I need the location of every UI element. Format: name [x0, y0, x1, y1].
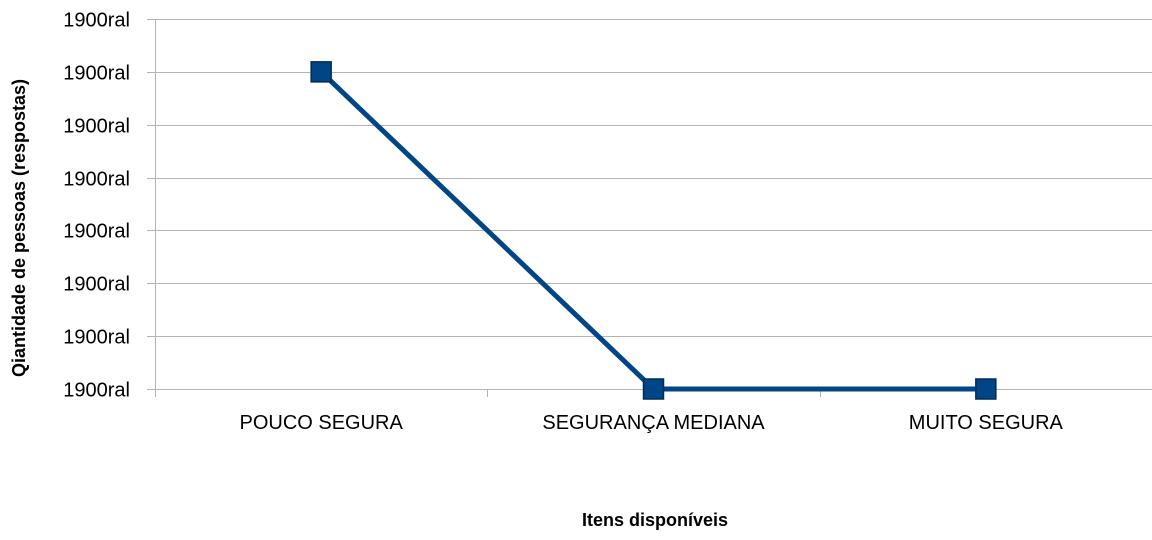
y-tick-label: 1900ral [63, 380, 130, 402]
x-tick-labels: POUCO SEGURA SEGURANÇA MEDIANA MUITO SEGUR… [239, 412, 1063, 434]
series-group [310, 61, 997, 400]
x-tick-label: SEGURANÇA MEDIANA [542, 412, 765, 434]
axes [147, 19, 821, 397]
data-point [642, 378, 665, 400]
y-tick-label: 1900ral [63, 274, 130, 296]
data-point [975, 378, 997, 400]
y-tick-label: 1900ral [63, 169, 130, 191]
x-tick-label: MUITO SEGURA [909, 412, 1064, 434]
data-point [310, 61, 332, 83]
y-tick-label: 1900ral [63, 10, 130, 32]
y-tick-labels: 1900ral 1900ral 1900ral 1900ral 1900ral 1900r… [63, 10, 130, 402]
gridlines [155, 19, 1152, 390]
y-tick-label: 1900ral [63, 63, 130, 85]
y-axis-title: Qiantidade de pessoas (respostas) [9, 79, 29, 377]
x-tick-label: POUCO SEGURA [239, 412, 403, 434]
x-axis-title: Itens disponíveis [582, 510, 728, 530]
y-tick-label: 1900ral [63, 116, 130, 138]
y-tick-label: 1900ral [63, 327, 130, 349]
y-tick-label: 1900ral [63, 221, 130, 243]
